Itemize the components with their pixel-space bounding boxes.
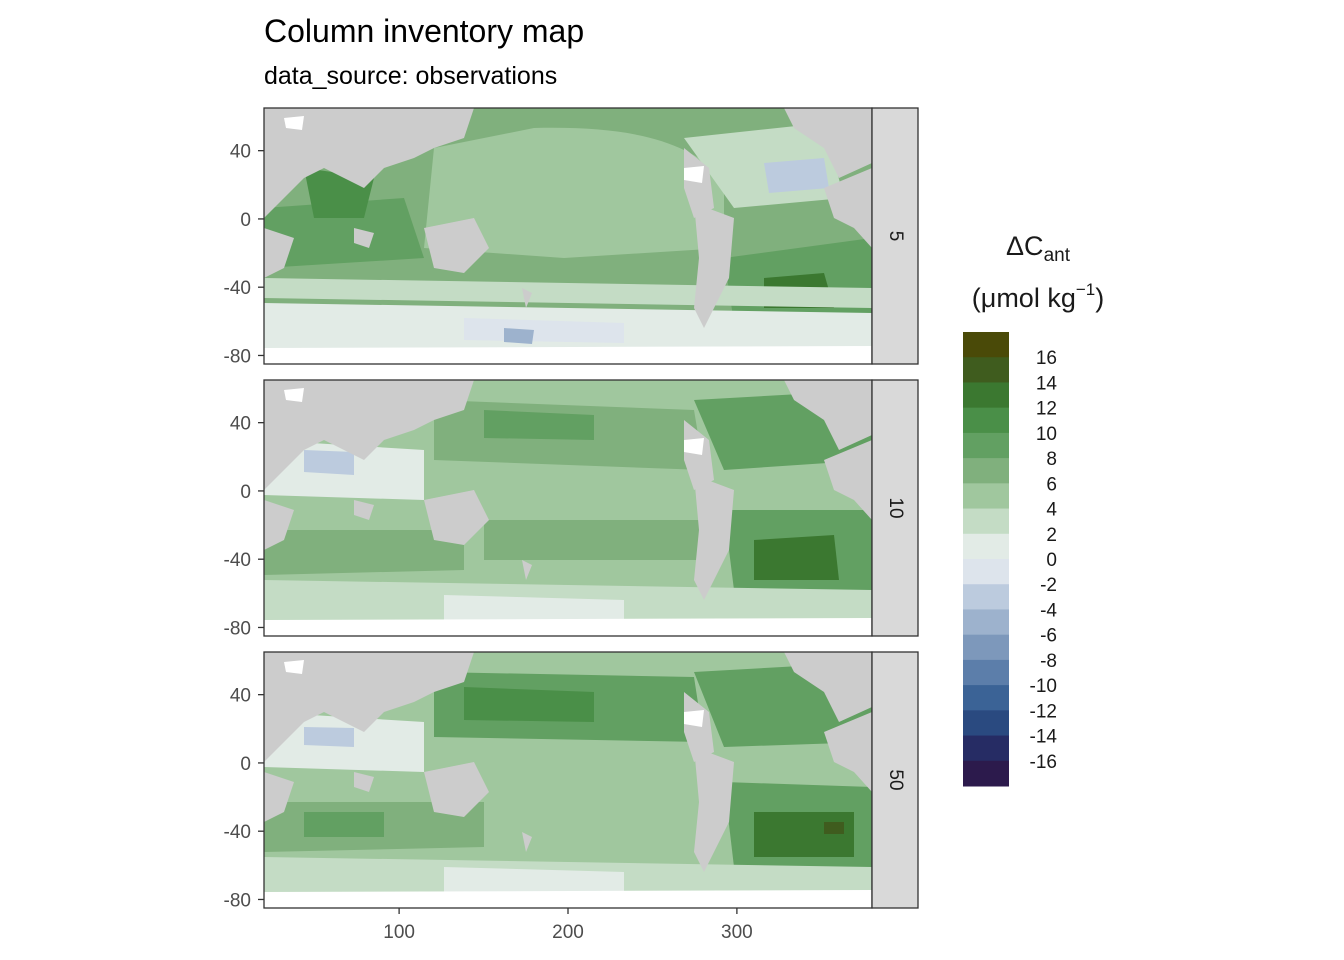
y-axes: 40 0 -40 -80 40 0 -40 -80 40 0 -40 -80 [224, 142, 264, 911]
y-tick-label: 0 [240, 754, 251, 775]
legend-color-swatch [963, 458, 1009, 484]
legend-units: (μmol kg−1) [972, 280, 1104, 313]
legend-label: -10 [1030, 676, 1057, 697]
x-tick-label: 200 [552, 922, 584, 943]
x-tick-label: 100 [383, 922, 415, 943]
chart-subtitle: data_source: observations [264, 62, 557, 90]
legend-label: 8 [1046, 449, 1057, 470]
legend-label: 14 [1036, 373, 1058, 394]
chart-title: Column inventory map [264, 13, 584, 49]
legend-color-swatch [963, 710, 1009, 737]
legend-title: ΔCant [1006, 231, 1071, 266]
y-tick-label: 40 [230, 686, 251, 707]
panel-50-map [264, 652, 872, 908]
legend-label: 12 [1036, 399, 1057, 420]
legend-label: -14 [1030, 727, 1058, 748]
x-axis: 100 200 300 [383, 908, 753, 943]
legend-label: -2 [1040, 575, 1057, 596]
y-tick-label: -40 [224, 822, 251, 843]
legend-label: 6 [1046, 474, 1057, 495]
y-tick-label: -80 [224, 346, 251, 367]
legend-units-suffix: ) [1095, 283, 1104, 313]
y-tick-label: 0 [240, 482, 251, 503]
legend-color-swatch [963, 332, 1009, 358]
x-tick-label: 300 [721, 922, 753, 943]
legend-label: -8 [1040, 651, 1057, 672]
legend-color-swatch [963, 760, 1009, 787]
panel-10-map [264, 380, 872, 636]
map-panel-50: 50 [263, 651, 919, 909]
y-tick-label: -40 [224, 550, 251, 571]
legend-title-subscript: ant [1044, 245, 1071, 266]
panel-5-map [264, 108, 872, 364]
panel-50-strip-label: 50 [885, 769, 906, 790]
y-tick-label: -80 [224, 618, 251, 639]
legend-label: 4 [1046, 500, 1057, 521]
legend-label: -6 [1040, 626, 1057, 647]
legend-label: -12 [1030, 701, 1057, 722]
legend-labels: 16 14 12 10 8 6 4 2 0 -2 -4 -6 -8 -10 -12 -14 -16 [1030, 348, 1058, 773]
legend-label: 2 [1046, 525, 1057, 546]
legend-title-symbol: ΔC [1006, 231, 1044, 261]
legend-color-swatch [963, 735, 1009, 762]
legend-color-swatch [963, 407, 1009, 434]
legend-color-swatch [963, 357, 1009, 383]
legend-label: 10 [1036, 424, 1057, 445]
legend-color-swatch [963, 382, 1009, 409]
legend-color-swatch [963, 483, 1009, 510]
legend-label: -4 [1040, 600, 1057, 621]
legend-label: 0 [1046, 550, 1057, 571]
legend-color-swatch [963, 659, 1009, 686]
legend-color-swatch [963, 634, 1009, 661]
y-tick-label: -80 [224, 890, 251, 911]
panel-50-strip [871, 651, 919, 909]
panel-10-strip-label: 10 [885, 497, 906, 518]
legend-label: 16 [1036, 348, 1057, 369]
legend-colorbar [963, 332, 1009, 787]
y-tick-label: 40 [230, 414, 251, 435]
legend-color-swatch [963, 559, 1009, 585]
panel-5-strip-label: 5 [885, 231, 906, 242]
map-panel-5: 5 [263, 107, 919, 365]
legend-color-swatch [963, 432, 1009, 459]
y-tick-label: 40 [230, 142, 251, 163]
panel-10-strip [871, 379, 919, 637]
legend-units-superscript: −1 [1076, 280, 1095, 299]
legend-color-swatch [963, 685, 1009, 711]
legend-units-prefix: (μmol kg [972, 283, 1076, 313]
y-tick-label: -40 [224, 278, 251, 299]
legend-color-swatch [963, 609, 1009, 636]
panel-5-strip [871, 107, 919, 365]
map-panel-10: 10 [263, 379, 919, 637]
legend-label: -16 [1030, 752, 1057, 773]
legend-color-swatch [963, 533, 1009, 560]
legend-color-swatch [963, 584, 1009, 610]
y-tick-label: 0 [240, 210, 251, 231]
legend: ΔCant (μmol kg−1) 16 14 12 10 8 6 4 2 0 -2 -4 -6 -8 -… [963, 231, 1104, 787]
legend-color-swatch [963, 508, 1009, 535]
